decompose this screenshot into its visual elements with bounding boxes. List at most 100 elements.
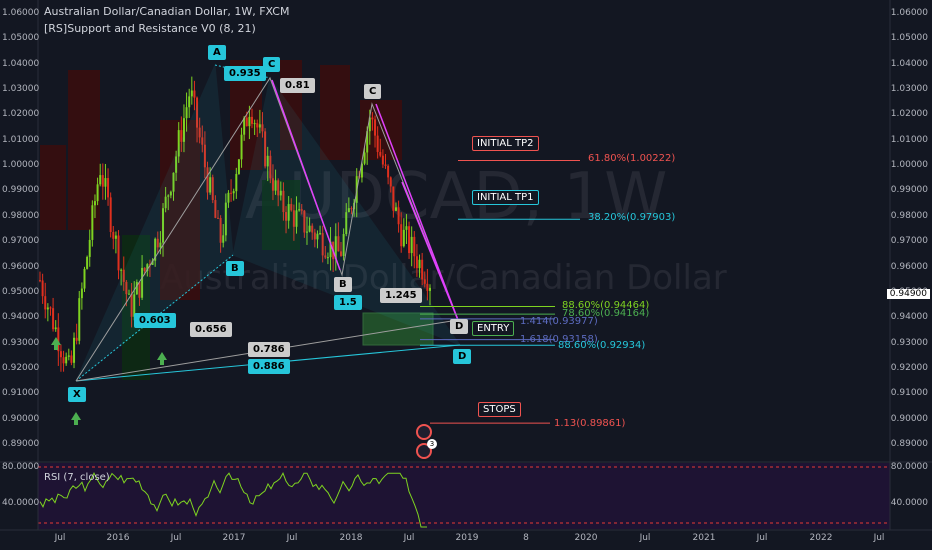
candle-body [232, 191, 235, 194]
point-d-label: D [453, 349, 472, 364]
y-tick-left: 0.99000 [2, 185, 40, 196]
fib-l4-label: 1.618(0.93158) [520, 334, 598, 345]
rsi-title[interactable]: RSI (7, close) [44, 472, 110, 483]
y-tick-right: 1.00000 [890, 160, 928, 171]
candle-body [214, 200, 217, 218]
y-tick-right: 0.99000 [890, 185, 928, 196]
candle-body [209, 177, 212, 193]
ratio-0656: 0.656 [190, 322, 232, 337]
sr-zone [320, 65, 350, 160]
candle-body [266, 155, 269, 167]
candle-body [418, 259, 421, 269]
y-tick-left: 0.93000 [2, 337, 40, 348]
candle-body [285, 212, 288, 221]
entry-annotation[interactable]: ENTRY [472, 321, 515, 336]
stops-annotation[interactable]: STOPS [478, 402, 521, 417]
x-tick: 8 [523, 533, 529, 543]
x-tick: 2017 [222, 533, 246, 543]
candle-body [62, 357, 65, 364]
candle-body [180, 130, 183, 142]
point-x-label: X [68, 387, 86, 402]
candle-body [99, 175, 102, 185]
candle-body [313, 232, 316, 240]
candle-body [277, 180, 280, 196]
candle-body [264, 131, 267, 167]
rsi-line [39, 472, 427, 528]
candle-body [104, 178, 107, 187]
tp1-annotation[interactable]: INITIAL TP1 [472, 190, 539, 205]
candle-body [117, 235, 120, 271]
y-tick-right: 1.05000 [890, 33, 928, 44]
candle-body [133, 294, 136, 317]
event-count-badge[interactable]: 3 [427, 439, 437, 449]
y-tick-left: 1.06000 [2, 8, 40, 18]
grey-pattern [75, 76, 459, 382]
x-tick: Jul [170, 533, 182, 543]
candle-body [387, 165, 390, 178]
candle-body [415, 256, 418, 269]
candle-body [363, 152, 366, 164]
candle-body [258, 124, 261, 128]
candle-body [316, 233, 319, 240]
y-tick-right: 1.06000 [890, 8, 928, 18]
candle-body [248, 116, 251, 127]
rsi-tick-40: 40.0000 [890, 498, 928, 508]
fib-l1-label: 88.60%(0.94464) [562, 300, 650, 311]
x-tick: 2019 [455, 533, 479, 543]
tp2-annotation[interactable]: INITIAL TP2 [472, 136, 539, 151]
y-tick-right: 0.98000 [890, 210, 928, 221]
sr-zone [160, 120, 200, 300]
candle-body [86, 256, 89, 269]
candle-body [371, 117, 374, 120]
candle-body [59, 351, 62, 358]
candle-body [290, 204, 293, 211]
candle-body [151, 260, 154, 265]
candle-body [159, 242, 162, 248]
candle-body [324, 255, 327, 258]
candle-body [282, 190, 285, 213]
candle-body [381, 155, 384, 165]
candle-body [83, 268, 86, 289]
x-tick: 2022 [809, 533, 833, 543]
candle-body [177, 130, 180, 157]
fib-l3-label: 1.414(0.93977) [520, 316, 598, 327]
rsi-tick-80-left: 80.0000 [2, 462, 40, 472]
candle-body [185, 107, 188, 119]
candle-body [334, 236, 337, 260]
candle-body [429, 287, 431, 291]
y-tick-right: 1.01000 [890, 134, 928, 145]
candle-body [305, 231, 308, 233]
candles [39, 76, 431, 372]
symbol-title[interactable]: Australian Dollar/Canadian Dollar, 1W, F… [44, 5, 290, 18]
y-tick-left: 0.91000 [2, 388, 40, 399]
candle-body [146, 264, 149, 272]
candle-body [52, 308, 55, 330]
ratio-0886: 0.886 [248, 359, 290, 374]
candle-body [237, 159, 240, 174]
y-tick-right: 0.92000 [890, 362, 928, 373]
candle-body [70, 355, 73, 363]
y-tick-left: 1.03000 [2, 84, 40, 95]
ratio-0786: 0.786 [248, 342, 290, 357]
candle-body [190, 90, 193, 97]
candle-body [368, 117, 371, 132]
candle-body [326, 257, 329, 259]
candle-body [274, 180, 277, 191]
candle-body [57, 327, 60, 352]
fib-stop-label: 1.13(0.89861) [554, 418, 626, 429]
candle-body [65, 356, 68, 364]
y-tick-right: 0.91000 [890, 388, 928, 399]
y-tick-left: 0.95000 [2, 286, 40, 297]
indicator-title[interactable]: [RS]Support and Resistance V0 (8, 21) [44, 22, 256, 35]
candle-body [156, 238, 159, 248]
point-c-label: C [263, 57, 281, 72]
candle-body [426, 283, 429, 291]
candle-body [292, 210, 295, 227]
candle-body [379, 151, 382, 156]
y-tick-right: 1.03000 [890, 84, 928, 95]
candle-body [235, 173, 238, 192]
candle-body [224, 202, 227, 236]
candle-body [219, 217, 222, 243]
x-tick: 2021 [692, 533, 716, 543]
